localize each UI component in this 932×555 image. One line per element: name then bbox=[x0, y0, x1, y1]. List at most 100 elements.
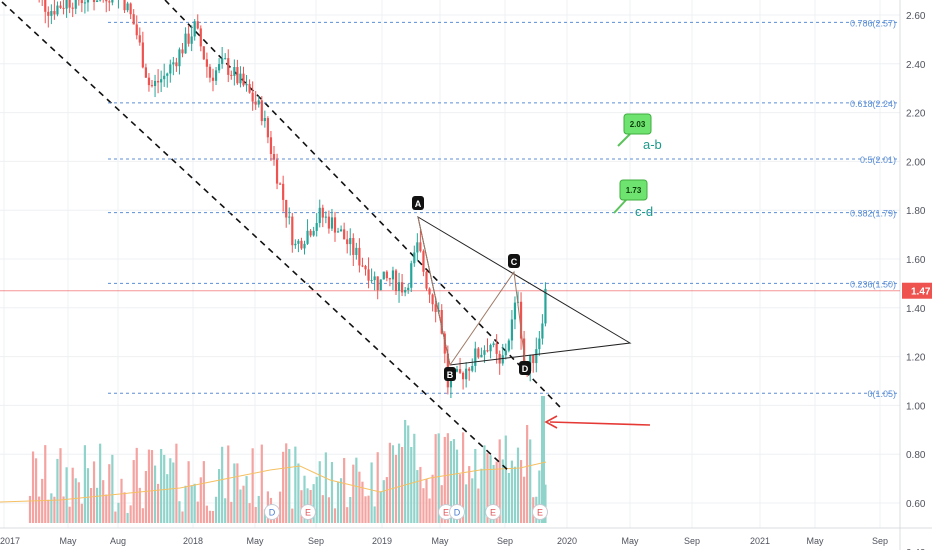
candle-body bbox=[276, 160, 278, 184]
volume-bar bbox=[32, 451, 34, 523]
volume-bar bbox=[261, 445, 263, 523]
candle-body bbox=[401, 282, 403, 292]
x-tick-label: May bbox=[806, 536, 824, 546]
candle-body bbox=[407, 288, 409, 290]
y-tick-label: 2.00 bbox=[906, 157, 926, 168]
volume-bar bbox=[111, 455, 113, 523]
volume-bar bbox=[432, 475, 434, 523]
volume-bar bbox=[288, 449, 290, 523]
candle-body bbox=[194, 21, 196, 36]
callout-value: 1.73 bbox=[626, 186, 642, 195]
candle-body bbox=[172, 62, 174, 64]
candle-body bbox=[425, 272, 427, 289]
candle-body bbox=[486, 350, 488, 351]
pattern-point-label: D bbox=[522, 364, 529, 374]
volume-bar bbox=[56, 459, 58, 523]
y-tick-label: 2.40 bbox=[906, 60, 926, 71]
candle-body bbox=[139, 35, 141, 42]
volume-bar bbox=[160, 449, 162, 523]
volume-bar bbox=[29, 496, 31, 523]
candle-body bbox=[99, 0, 101, 1]
x-tick-label: May bbox=[621, 536, 639, 546]
volume-bar bbox=[184, 486, 186, 523]
volume-bar bbox=[297, 463, 299, 523]
volume-bar bbox=[435, 434, 437, 523]
candle-body bbox=[328, 217, 330, 229]
volume-bar bbox=[239, 490, 241, 523]
fib-level-label: 0(1.05) bbox=[867, 389, 896, 399]
candle-body bbox=[416, 242, 418, 252]
candle-body bbox=[224, 58, 226, 59]
candle-body bbox=[502, 355, 504, 363]
candle-body bbox=[108, 1, 110, 2]
candle-body bbox=[163, 76, 165, 79]
candle-body bbox=[352, 238, 354, 255]
candle-body bbox=[361, 265, 363, 266]
volume-bar bbox=[209, 511, 211, 523]
volume-bar bbox=[398, 444, 400, 523]
fib-level-label: 0.236(1.50) bbox=[850, 279, 896, 289]
fib-level-label: 0.382(1.79) bbox=[850, 209, 896, 219]
volume-bar bbox=[87, 468, 89, 523]
candle-body bbox=[148, 78, 150, 85]
volume-bar bbox=[178, 501, 180, 523]
x-tick-label: Aug bbox=[110, 536, 126, 546]
candle-body bbox=[44, 0, 46, 12]
candle-body bbox=[456, 369, 458, 372]
x-tick-label: Sep bbox=[497, 536, 513, 546]
candle-body bbox=[133, 14, 135, 24]
candle-body bbox=[374, 276, 376, 280]
candle-body bbox=[212, 78, 214, 81]
candle-body bbox=[197, 21, 199, 28]
candle-body bbox=[535, 349, 537, 363]
candle-body bbox=[136, 24, 138, 35]
candle-body bbox=[465, 369, 467, 380]
candle-body bbox=[340, 229, 342, 231]
candle-body bbox=[541, 323, 543, 338]
volume-bar bbox=[96, 488, 98, 523]
candle-body bbox=[258, 100, 260, 104]
channel-lower-line bbox=[2, 2, 510, 472]
volume-bar bbox=[215, 497, 217, 523]
volume-bar bbox=[75, 478, 77, 523]
candle-body bbox=[93, 0, 95, 2]
volume-bar bbox=[477, 489, 479, 523]
candle-body bbox=[349, 238, 351, 244]
candle-body bbox=[532, 355, 534, 363]
x-tick-label: 2021 bbox=[750, 536, 770, 546]
callout-text: c-d bbox=[635, 204, 653, 219]
volume-bar bbox=[511, 461, 513, 523]
event-marker-label: E bbox=[490, 508, 496, 518]
candle-body bbox=[273, 154, 275, 160]
candle-body bbox=[404, 290, 406, 292]
volume-bar bbox=[194, 484, 196, 523]
volume-bar bbox=[526, 425, 528, 523]
candle-body bbox=[62, 8, 64, 9]
candle-body bbox=[303, 244, 305, 249]
candle-body bbox=[227, 58, 229, 75]
descending-channel bbox=[2, 0, 560, 472]
volume-bar bbox=[245, 476, 247, 523]
candle-body bbox=[261, 100, 263, 121]
callout-value: 2.03 bbox=[630, 120, 646, 129]
volume-bar bbox=[514, 467, 516, 523]
volume-bar bbox=[35, 458, 37, 523]
volume-bar bbox=[282, 452, 284, 523]
volume-bar bbox=[105, 494, 107, 523]
volume-bar bbox=[471, 478, 473, 523]
volume-bar bbox=[258, 496, 260, 523]
candle-body bbox=[84, 2, 86, 3]
volume-bar bbox=[392, 445, 394, 523]
y-tick-label: 1.80 bbox=[906, 206, 926, 217]
event-marker-label: E bbox=[443, 508, 449, 518]
candle-body bbox=[69, 0, 71, 8]
candle-body bbox=[215, 70, 217, 80]
candle-body bbox=[123, 0, 125, 10]
candle-body bbox=[59, 6, 61, 8]
volume-bar bbox=[413, 434, 415, 523]
candle-body bbox=[66, 0, 68, 9]
candle-body bbox=[105, 0, 107, 1]
